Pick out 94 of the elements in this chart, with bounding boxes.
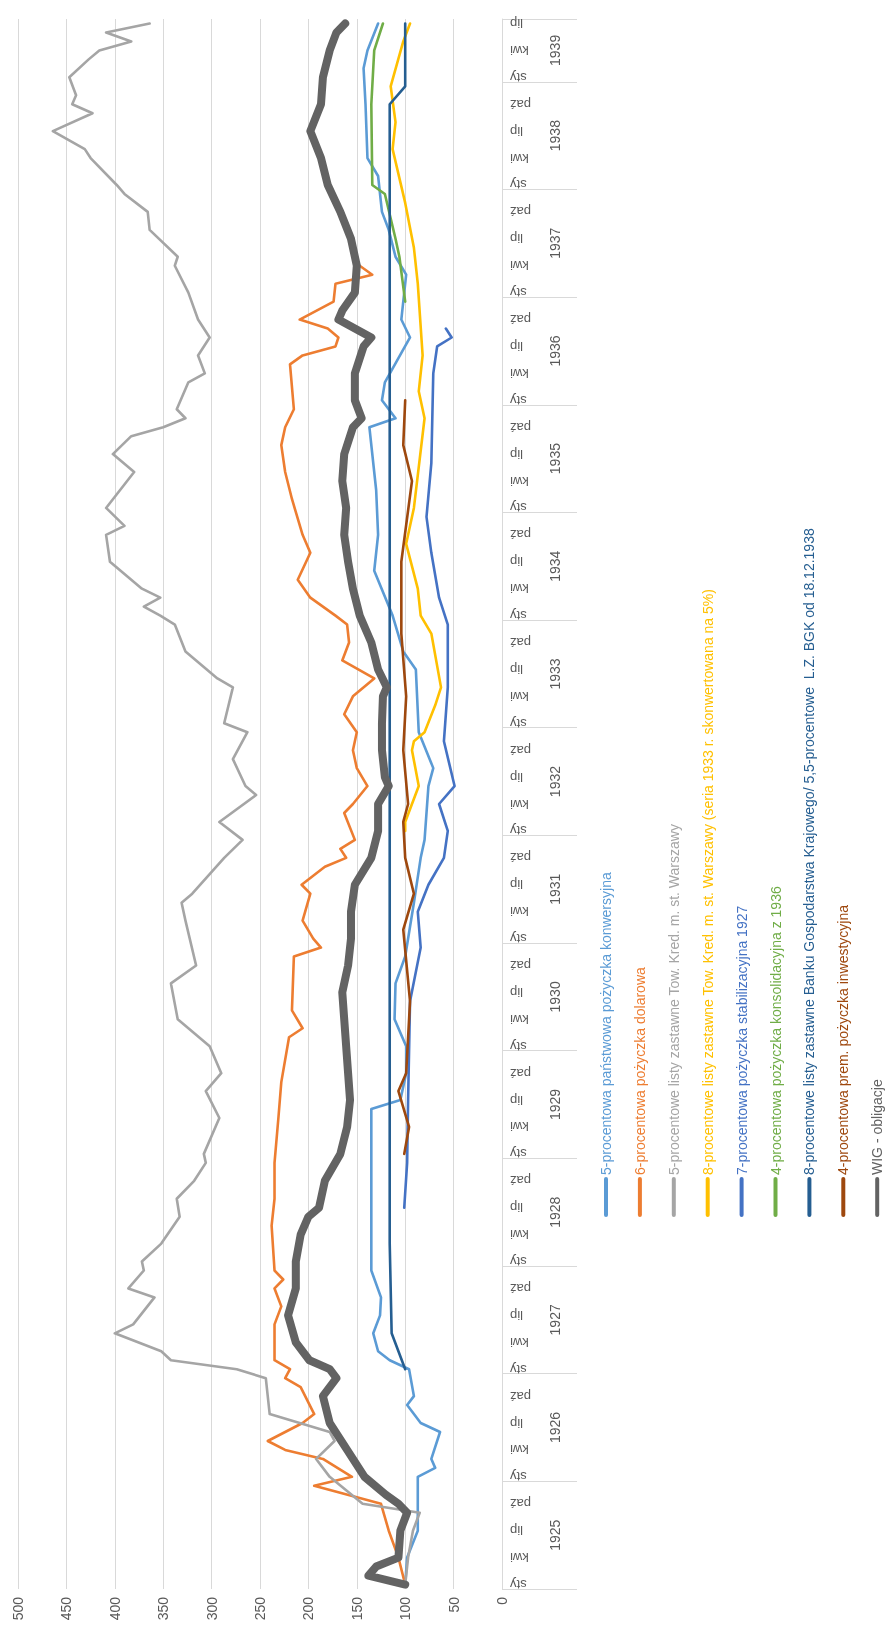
category-label: sty [510,1361,527,1377]
category-label: paź [510,1065,531,1081]
text: 6-procentowa pożyczka dolarowa [631,967,648,1175]
category-label: lip [510,984,524,1000]
category-label: kwi [510,150,529,166]
y-tick-label: 1932 [547,765,563,798]
x-tick-label: 450 [58,1596,75,1621]
y-tick-label: 1935 [547,442,563,475]
x-tick-label: 150 [348,1596,365,1621]
category-label: sty [510,1254,527,1270]
category-label: sty [510,608,527,624]
category-label: paź [510,96,531,112]
category-label: lip [510,877,524,893]
category-label: paź [510,1280,531,1296]
y-tick-label: 1928 [547,1196,563,1228]
category-label: kwi [510,42,529,58]
category-label: lip [510,1523,524,1539]
text: 4-procentowa pożyczka konsolidacyjna z 1936 [767,886,784,1175]
text: 5-procentowe listy zastawne Tow. Kred. m. st. Warszawy [665,824,682,1175]
y-tick-label: 1930 [547,981,563,1013]
category-label: sty [510,285,527,301]
y-tick-label: 1936 [547,335,563,367]
text: 8-procentowe listy zastawne Tow. Kred. m. st. Warszawy (seria 1933 r. skonwertowana na 5%) [699,589,716,1175]
category-label: lip [510,554,524,570]
category-label: kwi [510,904,529,920]
y-tick-label: 1926 [547,1411,563,1444]
category-label: kwi [510,1442,529,1458]
category-label: sty [510,177,527,193]
x-tick-label: 400 [106,1596,123,1621]
category-label: paź [510,957,531,973]
category-label: kwi [510,1334,529,1350]
category-label: kwi [510,258,529,274]
category-label: lip [510,231,524,247]
category-label: kwi [510,1011,529,1027]
category-label: kwi [510,1119,529,1135]
text: 8-procentowe listy zastawne Banku Gospodarstwa Krajowego/ 5,5-procentowe L.Z. BGK od 18.12.1938 [801,528,818,1175]
x-tick-label: 50 [445,1596,462,1613]
category-label: paź [510,204,531,220]
y-tick-label: 1937 [547,227,563,259]
category-label: kwi [510,365,529,381]
category-label: lip [510,1415,524,1431]
text: 4-procentowa prem. pożyczka inwestycyjna [835,904,852,1175]
category-label: sty [510,823,527,839]
y-tick-label: 1939 [547,34,563,66]
category-label: kwi [510,581,529,597]
y-tick-label: 1925 [547,1519,563,1551]
category-label: kwi [510,1227,529,1243]
category-label: lip [510,661,524,677]
category-label: paź [510,312,531,328]
category-label: sty [510,392,527,408]
category-label: lip [510,1200,524,1216]
text: 5-procentowa państwowa pożyczka konwersyjna [598,872,614,1175]
category-label: lip [510,1092,524,1108]
x-tick-label: 300 [203,1596,220,1621]
category-label: sty [510,1038,527,1054]
x-tick-label: 0 [494,1596,510,1605]
category-label: lip [510,446,524,462]
category-label: sty [510,1146,527,1162]
category-label: lip [510,123,524,139]
y-tick-label: 1934 [547,550,563,582]
category-label: paź [510,527,531,543]
y-tick-label: 1931 [547,873,563,905]
x-tick-label: 500 [10,1596,26,1621]
y-tick-label: 1929 [547,1088,563,1121]
category-label: paź [510,1388,531,1404]
text: WIG - obligacje [869,1079,886,1175]
x-tick-label: 100 [397,1596,414,1621]
category-label: lip [510,338,524,354]
category-label: paź [510,419,531,435]
category-label: sty [510,1577,527,1593]
category-label: kwi [510,796,529,812]
category-label: sty [510,500,527,516]
text: 7-procentowa pożyczka stabilizacyjna 1927 [733,905,750,1175]
category-label: paź [510,1496,531,1512]
x-tick-label: 200 [300,1596,317,1621]
category-label: sty [510,931,527,947]
category-label: sty [510,715,527,731]
category-label: kwi [510,1550,529,1566]
y-tick-label: 1938 [547,119,563,152]
category-label: paź [510,635,531,651]
category-label: paź [510,1173,531,1189]
category-label: lip [510,15,524,31]
category-label: kwi [510,688,529,704]
x-tick-label: 350 [155,1596,172,1621]
category-label: lip [510,1307,524,1323]
category-label: kwi [510,473,529,489]
category-label: paź [510,742,531,758]
category-label: sty [510,1469,527,1485]
category-label: sty [510,69,527,85]
category-label: lip [510,769,524,785]
x-tick-label: 250 [252,1596,268,1621]
y-tick-label: 1933 [547,658,563,690]
category-label: paź [510,850,531,866]
y-tick-label: 1927 [547,1304,563,1336]
